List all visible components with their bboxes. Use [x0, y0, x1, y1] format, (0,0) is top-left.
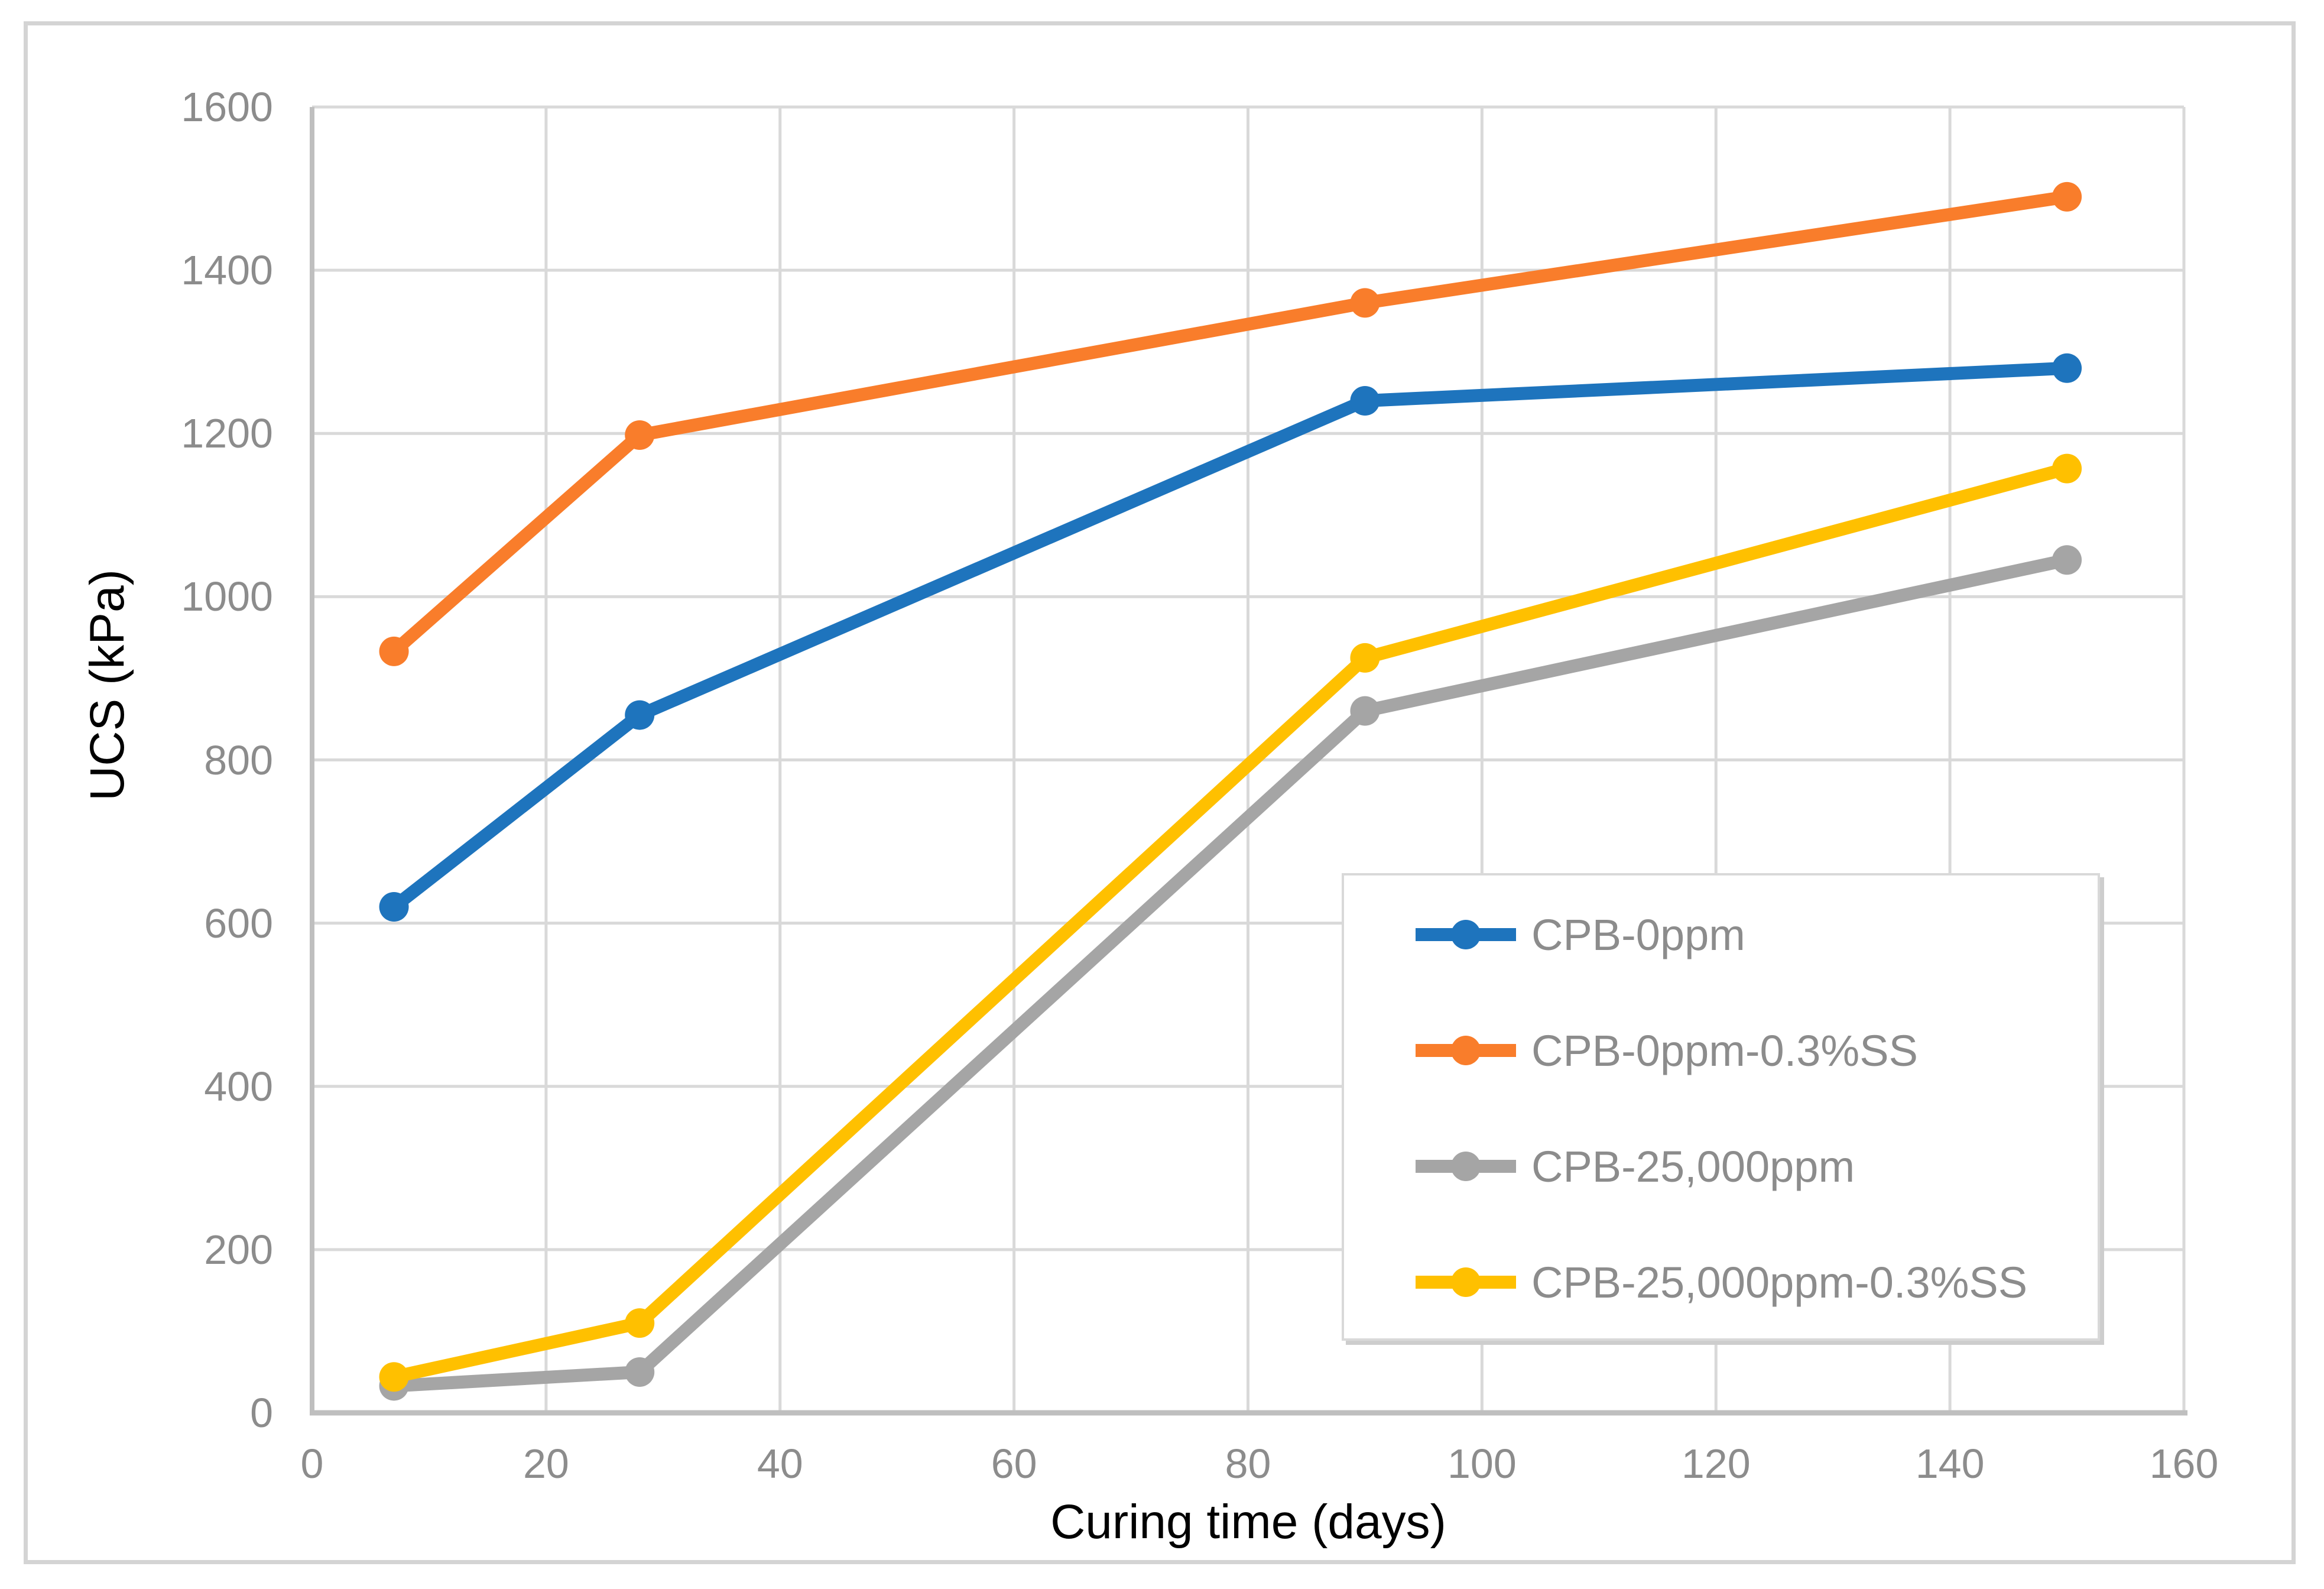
y-tick-label: 1000 [181, 573, 273, 620]
data-point-CPB-0ppm-0.3%SS [1350, 288, 1380, 318]
y-tick-label: 600 [204, 900, 273, 946]
legend-item: CPB-0ppm [1344, 902, 2098, 967]
data-point-CPB-0ppm [379, 892, 409, 922]
legend-marker [1416, 902, 1516, 967]
series-line-CPB-25,000ppm [387, 553, 2074, 1393]
x-axis-title: Curing time (days) [1050, 1495, 1446, 1549]
data-point-CPB-0ppm [2052, 353, 2082, 383]
y-tick-label: 1400 [181, 247, 273, 294]
data-point-CPB-0ppm-0.3%SS [379, 636, 409, 666]
data-point-CPB-25,000ppm-0.3%SS [1350, 643, 1380, 673]
series-line-CPB-0ppm [387, 361, 2074, 914]
data-point-CPB-25,000ppm-0.3%SS [2052, 453, 2082, 484]
y-axis-title: UCS (kPa) [80, 569, 134, 801]
y-tick-label: 1200 [181, 410, 273, 457]
legend-item-label: CPB-0ppm [1531, 910, 1745, 959]
x-tick-label: 120 [1681, 1441, 1751, 1487]
legend-item: CPB-25,000ppm-0.3%SS [1344, 1250, 2098, 1315]
x-tick-label: 100 [1447, 1441, 1517, 1487]
legend-marker [1416, 1134, 1516, 1199]
data-point-CPB-0ppm-0.3%SS [2052, 181, 2082, 212]
data-point-CPB-25,000ppm-0.3%SS [625, 1308, 655, 1338]
data-point-CPB-0ppm [1350, 386, 1380, 416]
y-tick-label: 400 [204, 1063, 273, 1110]
legend-item-label: CPB-0ppm-0.3%SS [1531, 1026, 1918, 1075]
series-line-CPB-25,000ppm-0.3%SS [387, 462, 2074, 1384]
x-tick-label: 40 [757, 1441, 803, 1487]
x-tick-label: 160 [2149, 1441, 2219, 1487]
y-tick-label: 0 [250, 1390, 273, 1436]
y-tick-label: 1600 [181, 84, 273, 130]
data-point-CPB-0ppm-0.3%SS [625, 420, 655, 450]
data-point-CPB-25,000ppm [1350, 696, 1380, 726]
legend-item: CPB-0ppm-0.3%SS [1344, 1018, 2098, 1083]
legend-marker-dot [1451, 1036, 1481, 1065]
x-tick-label: 20 [522, 1441, 569, 1487]
legend-item-label: CPB-25,000ppm [1531, 1142, 1855, 1191]
legend-marker-dot [1451, 920, 1481, 949]
data-point-CPB-25,000ppm [2052, 545, 2082, 575]
x-tick-label: 60 [991, 1441, 1037, 1487]
legend-item-label: CPB-25,000ppm-0.3%SS [1531, 1257, 2028, 1307]
data-point-CPB-0ppm [625, 700, 655, 730]
legend-item: CPB-25,000ppm [1344, 1134, 2098, 1199]
x-tick-label: 0 [300, 1441, 324, 1487]
y-tick-label: 800 [204, 737, 273, 783]
legend-marker-dot [1451, 1152, 1481, 1181]
data-point-CPB-25,000ppm [625, 1357, 655, 1387]
series-line-CPB-0ppm-0.3%SS [387, 190, 2074, 658]
x-tick-label: 80 [1225, 1441, 1271, 1487]
legend-marker [1416, 1250, 1516, 1315]
legend-marker [1416, 1018, 1516, 1083]
y-tick-label: 200 [204, 1226, 273, 1273]
data-point-CPB-25,000ppm-0.3%SS [379, 1362, 409, 1392]
x-tick-label: 140 [1915, 1441, 1985, 1487]
legend-marker-dot [1451, 1267, 1481, 1297]
legend: CPB-0ppm CPB-0ppm-0.3%SS CPB-25,000ppm CPB-… [1342, 873, 2100, 1341]
